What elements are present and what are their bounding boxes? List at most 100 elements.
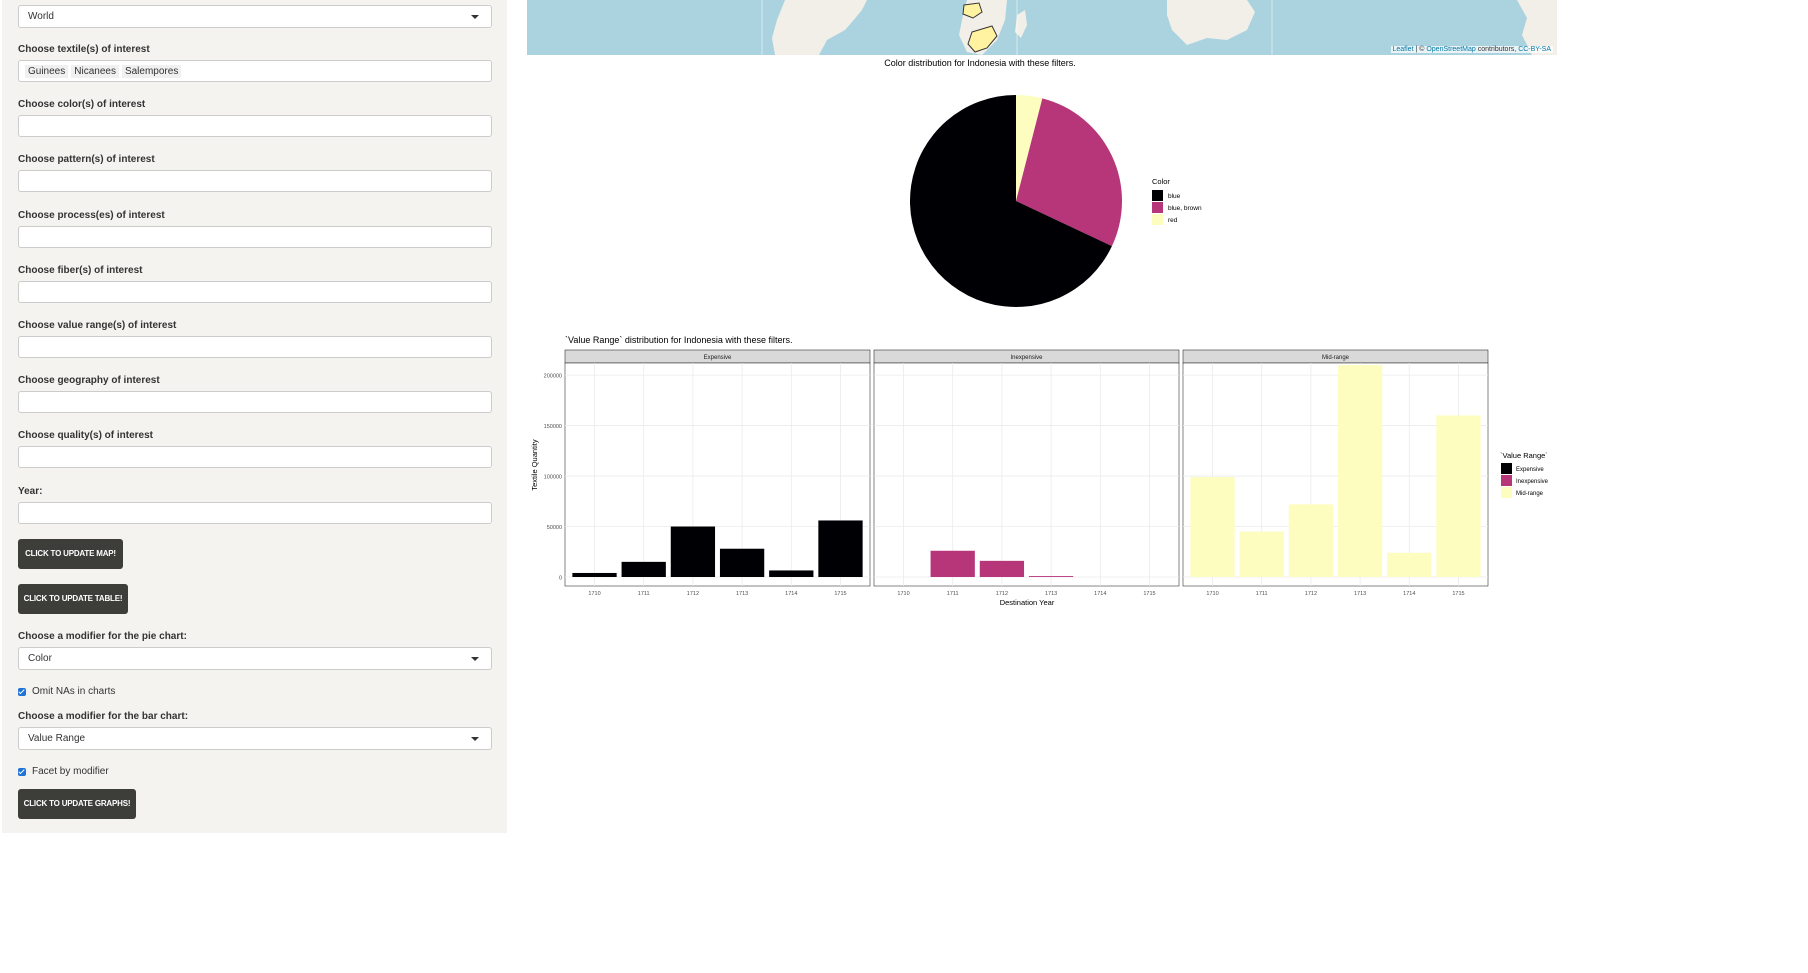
bar	[1239, 531, 1284, 577]
legend-label: Expensive	[1516, 467, 1544, 473]
year-input[interactable]	[18, 502, 492, 524]
bar	[1436, 415, 1481, 577]
bar-body: 0 50000 100000 150000 200000 Expensive 1710 171…	[544, 349, 1489, 597]
bar-modifier-label: Choose a modifier for the bar chart:	[18, 711, 189, 722]
geography-label: Choose geography of interest	[18, 375, 160, 386]
pie-slice-blue-brown	[1016, 98, 1122, 247]
bar	[1190, 477, 1235, 577]
omit-na-label: Omit NAs in charts	[32, 686, 116, 697]
color-input[interactable]	[18, 115, 492, 137]
x-tick-label: 1714	[785, 591, 797, 597]
license-link[interactable]: CC-BY-SA	[1518, 46, 1551, 53]
legend-label: Inexpensive	[1516, 479, 1549, 485]
leaflet-link[interactable]: Leaflet	[1392, 46, 1414, 53]
region-select-value: World	[28, 11, 54, 22]
x-tick-label: 1715	[834, 591, 846, 597]
map-land-east-edge	[1517, 0, 1557, 55]
quality-input[interactable]	[18, 446, 492, 468]
x-tick-label: 1712	[687, 591, 699, 597]
x-tick-label: 1715	[1143, 591, 1155, 597]
pie-chart: Color distribution for Indonesia with th…	[884, 58, 1202, 307]
legend-swatch	[1501, 475, 1512, 486]
geography-input[interactable]	[18, 391, 492, 413]
bar	[1028, 576, 1074, 577]
pie-legend: blue blue, brown red	[1152, 190, 1202, 225]
x-tick-label: 1710	[897, 591, 909, 597]
map-attribution: Leaflet | © OpenStreetMap contributors, …	[1390, 46, 1553, 53]
fiber-label: Choose fiber(s) of interest	[18, 265, 143, 276]
legend-label: blue	[1168, 193, 1181, 200]
update-map-button[interactable]: CLICK TO UPDATE MAP!	[18, 539, 123, 569]
bar	[1337, 365, 1383, 577]
attribution-sep: | ©	[1413, 46, 1427, 53]
bar	[979, 560, 1025, 577]
x-tick-label: 1715	[1452, 591, 1464, 597]
bar-legend-title: `Value Range`	[1500, 451, 1548, 460]
x-tick-label: 1711	[638, 591, 650, 597]
map-land-madagascar	[1015, 10, 1027, 38]
bar	[670, 526, 716, 577]
legend-label: blue, brown	[1168, 205, 1202, 212]
legend-swatch	[1501, 463, 1512, 474]
process-label: Choose process(es) of interest	[18, 210, 165, 221]
region-select[interactable]: World	[18, 5, 492, 28]
facet-panel	[873, 362, 1180, 587]
map-highlight-country	[962, 2, 983, 19]
bar-xlabel: Destination Year	[1000, 598, 1055, 607]
value-range-label: Choose value range(s) of interest	[18, 320, 177, 331]
pattern-input[interactable]	[18, 170, 492, 192]
map-highlight-country	[967, 25, 998, 53]
bar	[818, 520, 863, 577]
x-tick-label: 1713	[1045, 591, 1057, 597]
quality-label: Choose quality(s) of interest	[18, 430, 154, 441]
bar	[621, 561, 666, 577]
x-tick-label: 1710	[588, 591, 600, 597]
checkbox-checked-icon[interactable]	[18, 687, 26, 696]
osm-link[interactable]: OpenStreetMap	[1426, 46, 1476, 53]
map[interactable]: Leaflet | © OpenStreetMap contributors, …	[527, 0, 1557, 55]
bar	[572, 572, 617, 577]
bar	[930, 550, 975, 577]
textile-chip[interactable]: Nicanees	[71, 65, 119, 78]
bar	[769, 570, 814, 577]
legend-swatch	[1152, 214, 1163, 225]
pie-slice-blue	[910, 95, 1112, 307]
process-input[interactable]	[18, 226, 492, 248]
bar	[1387, 552, 1432, 577]
update-graphs-button[interactable]: CLICK TO UPDATE GRAPHS!	[18, 789, 136, 819]
bar-modifier-select[interactable]: Value Range	[18, 727, 492, 750]
omit-na-checkbox[interactable]: Omit NAs in charts	[18, 686, 115, 697]
bar-modifier-value: Value Range	[28, 733, 86, 744]
facet-checkbox[interactable]: Facet by modifier	[18, 766, 109, 777]
textile-chip[interactable]: Guinees	[25, 65, 69, 78]
pie-modifier-select[interactable]: Color	[18, 647, 492, 670]
update-table-button[interactable]: CLICK TO UPDATE TABLE!	[18, 584, 128, 614]
x-tick-label: 1714	[1094, 591, 1106, 597]
map-land-australia	[1167, 0, 1255, 45]
x-tick-label: 1712	[996, 591, 1008, 597]
legend-swatch	[1152, 190, 1163, 201]
y-tick-label: 150000	[544, 424, 562, 430]
map-tiles	[761, 0, 1557, 55]
attribution-contrib: contributors,	[1475, 46, 1519, 53]
y-tick-label: 200000	[544, 374, 562, 380]
pie-modifier-label: Choose a modifier for the pie chart:	[18, 631, 187, 642]
sidebar: World Choose textile(s) of interest Guin…	[2, 0, 507, 833]
x-tick-label: 1714	[1403, 591, 1415, 597]
y-tick-label: 50000	[547, 525, 562, 531]
x-tick-label: 1710	[1206, 591, 1218, 597]
value-range-input[interactable]	[18, 336, 492, 358]
chevron-down-icon	[471, 657, 479, 661]
checkbox-checked-icon[interactable]	[18, 767, 26, 776]
textiles-input[interactable]: Guinees Nicanees Salempores	[18, 60, 492, 82]
textile-chip[interactable]: Salempores	[121, 65, 182, 78]
facet-label: Inexpensive	[1010, 355, 1043, 361]
legend-label: Mid-range	[1516, 491, 1544, 497]
year-label: Year:	[18, 486, 43, 497]
x-tick-label: 1713	[1354, 591, 1366, 597]
legend-swatch	[1152, 202, 1163, 213]
fiber-input[interactable]	[18, 281, 492, 303]
facet-label: Mid-range	[1322, 355, 1350, 361]
bar	[719, 548, 765, 577]
facet-label: Expensive	[704, 355, 732, 361]
